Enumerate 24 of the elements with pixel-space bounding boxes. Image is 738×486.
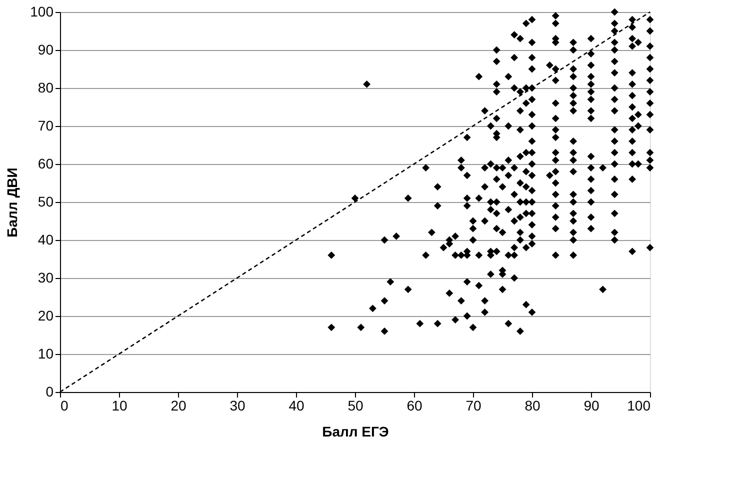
x-tick-label: 0 [60,398,68,414]
y-tick-label: 30 [38,270,54,286]
y-tick-label: 40 [38,232,54,248]
x-tick-label: 50 [348,398,364,414]
y-tick-label: 90 [38,42,54,58]
x-tick-label: 40 [288,398,304,414]
y-axis-title: Балл ДВИ [4,168,20,238]
y-tick-label: 10 [38,346,54,362]
x-tick-label: 80 [524,398,540,414]
x-tick-label: 30 [230,398,246,414]
y-tick-label: 60 [38,156,54,172]
y-tick-label: 100 [30,4,54,20]
x-tick-label: 10 [112,398,128,414]
y-tick-label: 20 [38,308,54,324]
y-tick-label: 80 [38,80,54,96]
x-tick-label: 20 [170,398,186,414]
x-axis-title: Балл ЕГЭ [322,424,389,440]
x-tick-label: 90 [584,398,600,414]
y-tick-label: 70 [38,118,54,134]
y-tick-label: 0 [46,384,54,400]
y-tick-label: 50 [38,194,54,210]
x-tick-label: 60 [406,398,422,414]
x-tick-label: 100 [627,398,651,414]
x-tick-label: 70 [466,398,482,414]
